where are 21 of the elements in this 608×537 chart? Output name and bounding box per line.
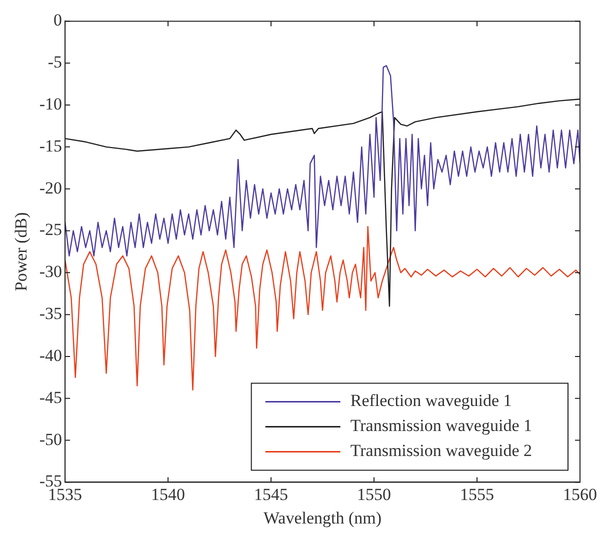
y-tick-label: -10	[39, 94, 62, 114]
legend-label: Transmission waveguide 1	[350, 416, 532, 436]
legend-label: Transmission waveguide 2	[350, 441, 532, 460]
x-tick-label: 1560	[563, 484, 597, 504]
y-tick-label: -15	[39, 136, 62, 156]
y-tick-label: -5	[48, 52, 62, 72]
x-tick-label: 1540	[151, 484, 186, 504]
x-tick-label: 1550	[357, 484, 392, 504]
y-tick-label: 0	[54, 10, 62, 30]
x-axis-title: Wavelength (nm)	[264, 508, 382, 528]
legend-label: Reflection waveguide 1	[350, 391, 512, 410]
y-tick-label: -45	[39, 388, 62, 407]
y-tick-label: -25	[39, 220, 62, 240]
x-tick-label: 1555	[460, 484, 494, 504]
y-tick-label: -50	[39, 430, 62, 449]
y-tick-label: -40	[39, 346, 62, 365]
y-tick-label: -35	[39, 304, 62, 324]
y-tick-label: -20	[39, 178, 62, 198]
x-tick-label: 1545	[254, 484, 288, 504]
y-axis-title: Power (dB)	[12, 212, 31, 292]
y-tick-label: -30	[39, 262, 62, 282]
